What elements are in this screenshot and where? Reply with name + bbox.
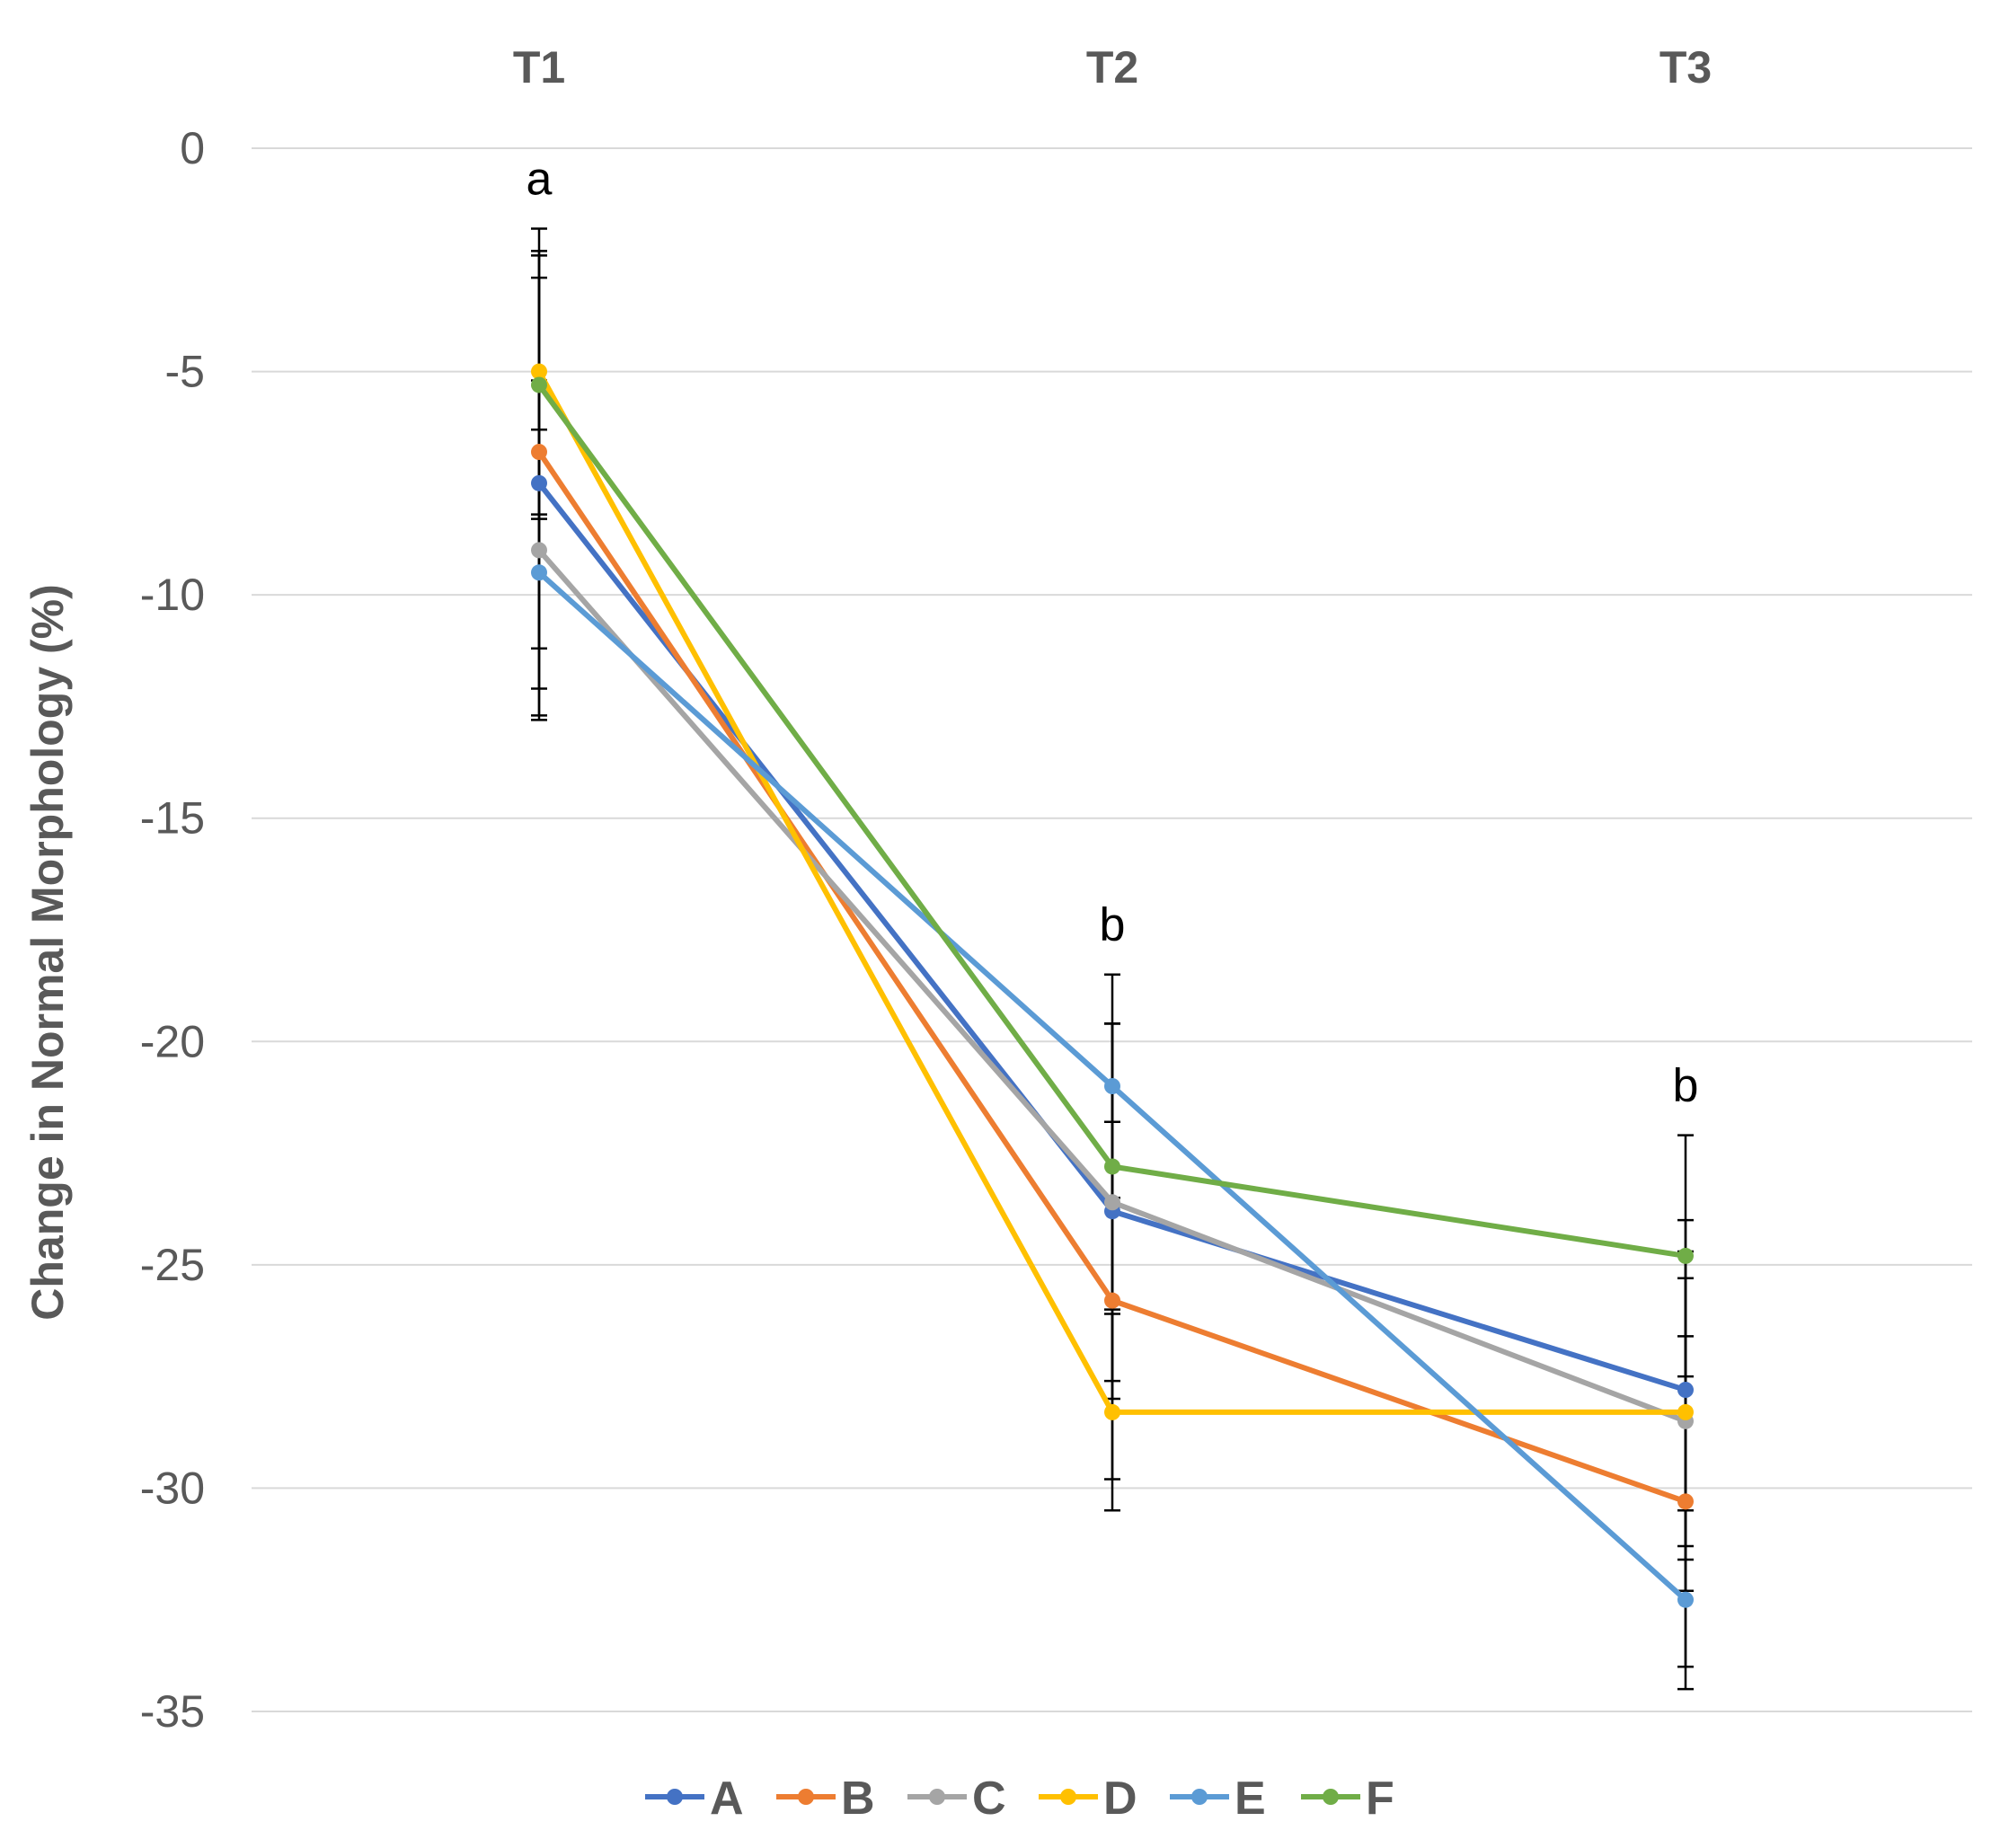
legend-label: E bbox=[1235, 1773, 1266, 1825]
series-points bbox=[531, 363, 1694, 1608]
y-tick-label: -5 bbox=[165, 347, 205, 397]
legend-marker-e bbox=[1191, 1789, 1208, 1805]
data-point-d bbox=[1104, 1403, 1120, 1420]
legend-item-e: E bbox=[1170, 1773, 1266, 1825]
y-axis-label: Change in Normal Morphology (%) bbox=[22, 584, 73, 1320]
annotation-label: b bbox=[1673, 1060, 1699, 1112]
data-point-f bbox=[531, 376, 547, 393]
data-point-c bbox=[1104, 1194, 1120, 1211]
data-point-b bbox=[1677, 1493, 1694, 1510]
legend-label: D bbox=[1103, 1773, 1137, 1825]
legend-label: F bbox=[1366, 1773, 1394, 1825]
legend-item-c: C bbox=[907, 1773, 1006, 1825]
legend-marker-c bbox=[929, 1789, 945, 1805]
data-point-a bbox=[531, 474, 547, 491]
data-point-c bbox=[531, 542, 547, 559]
data-point-d bbox=[531, 363, 547, 380]
legend-label: B bbox=[841, 1773, 875, 1825]
significance-annotations: a b b bbox=[527, 153, 1699, 1111]
y-tick-label: -25 bbox=[140, 1240, 205, 1290]
annotation-label: b bbox=[1100, 899, 1126, 951]
data-point-e bbox=[1104, 1078, 1120, 1094]
data-point-f bbox=[1104, 1158, 1120, 1175]
y-tick-label: -10 bbox=[140, 570, 205, 620]
category-labels: T1 T2 T3 bbox=[513, 42, 1712, 93]
legend-item-b: B bbox=[776, 1773, 875, 1825]
legend-item-d: D bbox=[1039, 1773, 1137, 1825]
legend-marker-b bbox=[798, 1789, 814, 1805]
legend: A B C D E F bbox=[645, 1773, 1394, 1825]
y-tick-label: -35 bbox=[140, 1686, 205, 1737]
annotation-label: a bbox=[527, 153, 553, 205]
legend-marker-f bbox=[1323, 1789, 1339, 1805]
legend-marker-d bbox=[1060, 1789, 1076, 1805]
legend-marker-a bbox=[667, 1789, 683, 1805]
y-tick-label: -30 bbox=[140, 1463, 205, 1513]
legend-item-f: F bbox=[1301, 1773, 1394, 1825]
category-label-t3: T3 bbox=[1659, 42, 1712, 93]
y-axis-ticks: 0 -5 -10 -15 -20 -25 -30 -35 bbox=[140, 123, 205, 1737]
legend-label: A bbox=[710, 1773, 744, 1825]
data-point-e bbox=[1677, 1591, 1694, 1608]
legend-label: C bbox=[972, 1773, 1006, 1825]
legend-item-a: A bbox=[645, 1773, 744, 1825]
category-label-t2: T2 bbox=[1086, 42, 1138, 93]
data-point-f bbox=[1677, 1247, 1694, 1264]
data-point-a bbox=[1677, 1382, 1694, 1399]
error-bars bbox=[531, 227, 1694, 1691]
y-tick-label: -20 bbox=[140, 1016, 205, 1066]
data-point-b bbox=[1104, 1292, 1120, 1309]
y-tick-label: -15 bbox=[140, 793, 205, 844]
data-point-d bbox=[1677, 1403, 1694, 1420]
category-label-t1: T1 bbox=[513, 42, 565, 93]
y-tick-label: 0 bbox=[180, 123, 205, 173]
data-point-e bbox=[531, 564, 547, 581]
data-point-b bbox=[531, 444, 547, 461]
